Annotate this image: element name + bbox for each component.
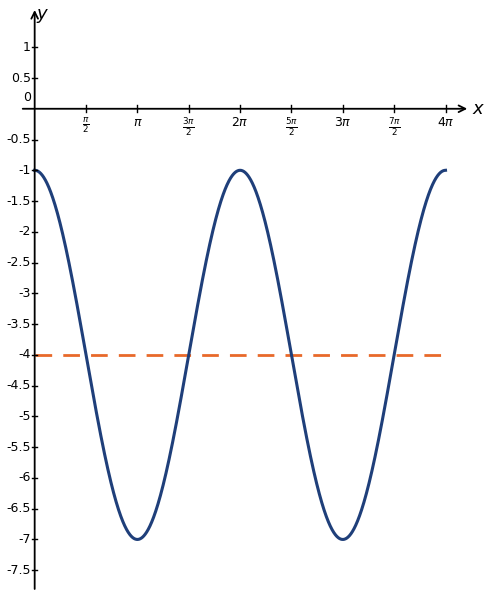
Text: $\frac{5\pi}{2}$: $\frac{5\pi}{2}$ bbox=[285, 116, 298, 138]
Text: -2.5: -2.5 bbox=[6, 256, 31, 269]
Text: -3.5: -3.5 bbox=[6, 317, 31, 331]
Text: $\pi$: $\pi$ bbox=[132, 116, 142, 129]
Text: 0.5: 0.5 bbox=[11, 71, 31, 84]
Text: -1: -1 bbox=[19, 164, 31, 177]
Text: $4\pi$: $4\pi$ bbox=[437, 116, 454, 129]
Text: -3: -3 bbox=[19, 287, 31, 300]
Text: -1.5: -1.5 bbox=[6, 195, 31, 208]
Text: -5.5: -5.5 bbox=[6, 441, 31, 453]
Text: -2: -2 bbox=[19, 225, 31, 238]
Text: $\frac{\pi}{2}$: $\frac{\pi}{2}$ bbox=[82, 116, 90, 135]
Text: y: y bbox=[37, 5, 47, 23]
Text: 0: 0 bbox=[23, 91, 31, 104]
Text: -7: -7 bbox=[18, 533, 31, 546]
Text: $2\pi$: $2\pi$ bbox=[231, 116, 249, 129]
Text: -7.5: -7.5 bbox=[6, 564, 31, 577]
Text: $\frac{7\pi}{2}$: $\frac{7\pi}{2}$ bbox=[388, 116, 401, 138]
Text: 1: 1 bbox=[23, 41, 31, 54]
Text: -6.5: -6.5 bbox=[6, 502, 31, 515]
Text: -4: -4 bbox=[19, 349, 31, 361]
Text: x: x bbox=[472, 100, 483, 118]
Text: $\frac{3\pi}{2}$: $\frac{3\pi}{2}$ bbox=[182, 116, 195, 138]
Text: -5: -5 bbox=[18, 410, 31, 423]
Text: $3\pi$: $3\pi$ bbox=[334, 116, 352, 129]
Text: -0.5: -0.5 bbox=[6, 133, 31, 146]
Text: -4.5: -4.5 bbox=[6, 379, 31, 392]
Text: -6: -6 bbox=[19, 471, 31, 485]
